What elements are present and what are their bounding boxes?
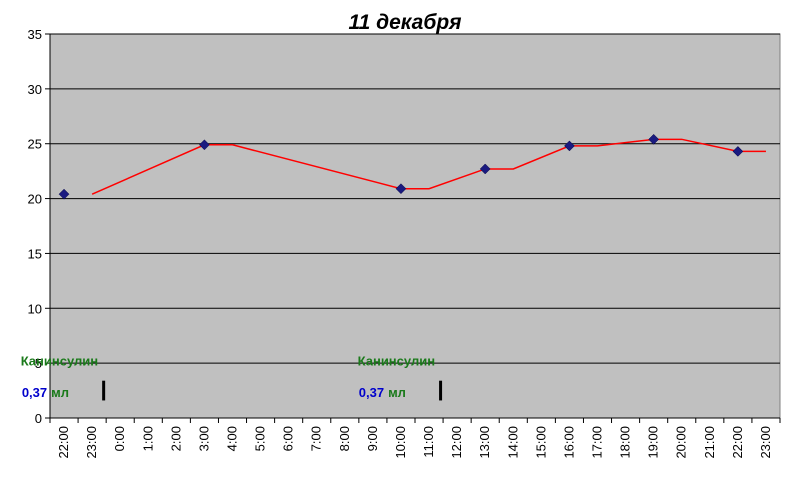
annotation-unit: мл bbox=[388, 385, 406, 400]
x-tick-label: 1:00 bbox=[140, 426, 155, 451]
x-tick-label: 16:00 bbox=[561, 426, 576, 459]
data-point-marker bbox=[199, 139, 210, 151]
annotations: Канинсулин 0,37 мл Канинсулин 0,37 мл bbox=[21, 353, 443, 401]
data-point-marker bbox=[564, 140, 575, 152]
x-tick-label: 22:00 bbox=[56, 426, 71, 459]
grid bbox=[50, 33, 780, 364]
annotation-label: Канинсулин bbox=[358, 353, 435, 368]
plot-area bbox=[49, 33, 781, 419]
x-tick-label: 2:00 bbox=[168, 426, 183, 451]
x-tick-label: 18:00 bbox=[618, 426, 633, 459]
data-point-marker bbox=[648, 133, 660, 145]
injection-marker bbox=[102, 380, 106, 401]
y-tick-label: 25 bbox=[28, 137, 42, 152]
annotation-unit: мл bbox=[51, 385, 69, 400]
data-point-marker bbox=[395, 183, 407, 195]
data-point-marker bbox=[479, 163, 491, 175]
x-tick-label: 22:00 bbox=[730, 426, 745, 459]
y-axis-ticks: 0 5 10 15 20 25 30 35 bbox=[28, 27, 780, 426]
x-tick-label: 14:00 bbox=[505, 426, 520, 459]
x-tick-label: 17:00 bbox=[590, 426, 605, 459]
x-tick-label: 4:00 bbox=[225, 426, 240, 451]
line-series-path bbox=[91, 138, 766, 195]
y-tick-label: 10 bbox=[28, 301, 42, 316]
x-tick-label: 9:00 bbox=[365, 426, 380, 451]
data-point-marker bbox=[58, 188, 70, 200]
x-tick-label: 23:00 bbox=[84, 426, 99, 459]
x-tick-label: 8:00 bbox=[337, 426, 352, 451]
y-tick-label: 20 bbox=[28, 192, 42, 207]
y-tick-label: 35 bbox=[28, 27, 42, 42]
x-tick-label: 6:00 bbox=[281, 426, 296, 451]
x-tick-label: 5:00 bbox=[253, 426, 268, 451]
annotation-label: Канинсулин bbox=[21, 353, 98, 368]
chart-title: 11 декабря bbox=[348, 11, 461, 34]
y-tick-label: 0 bbox=[35, 411, 42, 426]
data-point-marker bbox=[732, 146, 744, 157]
injection-marker bbox=[439, 380, 443, 401]
x-tick-label: 10:00 bbox=[393, 426, 408, 459]
annotation-dose: 0,37 bbox=[359, 385, 384, 400]
x-tick-label: 13:00 bbox=[477, 426, 492, 459]
annotation-dose: 0,37 bbox=[22, 385, 47, 400]
x-axis-ticks: 22:00 23:00 0:00 1:00 2:00 3:00 4:00 5:00 6:00 7:… bbox=[49, 418, 781, 459]
x-tick-label: 0:00 bbox=[112, 426, 127, 451]
x-tick-label: 12:00 bbox=[449, 426, 464, 459]
x-tick-label: 11:00 bbox=[421, 426, 436, 458]
x-tick-label: 3:00 bbox=[196, 426, 211, 451]
x-tick-label: 7:00 bbox=[309, 426, 324, 451]
y-tick-label: 30 bbox=[28, 82, 42, 97]
x-tick-label: 19:00 bbox=[646, 426, 661, 459]
x-tick-label: 23:00 bbox=[758, 426, 773, 459]
series-line bbox=[91, 138, 766, 195]
y-tick-label: 5 bbox=[35, 356, 42, 371]
x-tick-label: 20:00 bbox=[674, 426, 689, 459]
x-tick-label: 21:00 bbox=[702, 426, 717, 459]
plot-background bbox=[49, 33, 781, 419]
series-markers bbox=[58, 133, 744, 200]
y-tick-label: 15 bbox=[28, 246, 42, 261]
x-tick-label: 15:00 bbox=[533, 426, 548, 459]
